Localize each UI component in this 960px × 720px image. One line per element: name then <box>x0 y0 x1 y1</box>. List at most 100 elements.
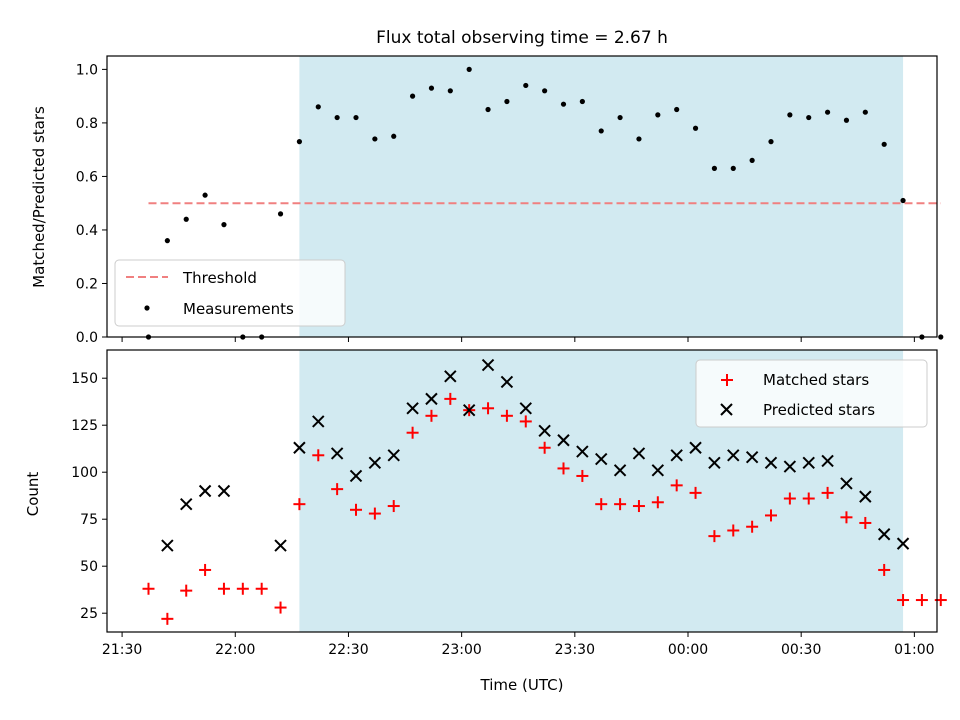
matched-stars-point <box>576 469 589 482</box>
predicted-stars-point <box>217 484 231 498</box>
bottom-x-axis: 21:30 22:00 22:30 23:00 23:30 00:00 00:30 01:00 <box>102 632 935 658</box>
measurement-point <box>636 136 642 142</box>
measurement-point <box>598 128 604 134</box>
predicted-stars-point <box>689 441 702 454</box>
measurement-point <box>674 106 680 113</box>
top-panel: Flux total observing time = 2.67 h 0.00.… <box>30 28 944 346</box>
bottom-plot-frame <box>106 349 938 633</box>
predicted-stars-point <box>161 539 174 552</box>
matched-stars-point <box>859 516 872 529</box>
matched-stars-point <box>878 563 891 576</box>
measurement-point <box>183 216 189 222</box>
predicted-stars-point <box>670 449 683 462</box>
predicted-stars-point <box>387 449 400 462</box>
measurement-point <box>202 192 208 198</box>
y-tick-label: 0.2 <box>76 276 98 292</box>
y-tick-label: 125 <box>71 418 98 434</box>
matched-stars-point <box>274 601 287 614</box>
predicted-stars-point <box>896 537 910 550</box>
matched-stars-point <box>670 479 683 492</box>
measurement-point <box>881 141 887 147</box>
top-y-axis: 0.0 0.2 0.4 0.6 0.8 1.0 <box>76 62 107 346</box>
matched-stars-point <box>142 582 155 595</box>
legend-predicted-label: Predicted stars <box>763 401 875 419</box>
measurement-point <box>504 98 510 105</box>
matched-stars-point <box>444 392 457 405</box>
matched-stars-point <box>632 500 645 513</box>
measurement-point <box>749 157 755 163</box>
predicted-stars-point <box>651 464 665 477</box>
matched-stars-point <box>519 415 532 428</box>
predicted-stars-point <box>274 539 287 552</box>
top-legend: Threshold Measurements <box>114 259 346 327</box>
predicted-stars-point <box>708 456 721 470</box>
measurement-point <box>315 104 321 110</box>
matched-stars-point <box>708 530 721 543</box>
predicted-stars-point <box>462 403 476 417</box>
matched-stars-point <box>236 582 249 595</box>
predicted-stars-point <box>519 402 532 415</box>
measurement-point <box>768 139 774 145</box>
top-x-axis <box>121 337 915 342</box>
bottom-x-axis-label: Time (UTC) <box>480 676 564 694</box>
matched-stars-point <box>802 492 815 505</box>
predicted-stars-point <box>349 469 363 483</box>
predicted-stars-point <box>198 484 212 498</box>
legend-measurements-swatch <box>144 305 150 311</box>
matched-stars-point <box>595 498 608 511</box>
predicted-stars-point <box>576 445 589 458</box>
x-tick-label: 01:00 <box>894 642 934 658</box>
measurement-point <box>938 334 944 340</box>
legend-threshold-label: Threshold <box>182 269 257 287</box>
measurement-point <box>353 114 359 121</box>
measurement-point <box>523 82 529 89</box>
predicted-stars-point <box>595 452 608 466</box>
measurement-point <box>692 125 699 131</box>
measurement-point <box>277 211 284 217</box>
matched-stars-point <box>217 582 230 595</box>
predicted-stars-point <box>406 402 419 415</box>
measurement-point <box>485 106 491 113</box>
matched-stars-point <box>689 486 702 499</box>
matched-stars-point <box>387 500 400 513</box>
measurement-point <box>296 139 303 145</box>
matched-stars-point <box>727 524 740 537</box>
matched-stars-point <box>557 462 570 475</box>
top-legend-box <box>114 259 346 327</box>
x-tick-label: 23:00 <box>441 642 481 658</box>
predicted-stars-point <box>180 497 193 511</box>
matched-stars-point <box>500 409 513 422</box>
matched-stars-point <box>783 492 796 505</box>
y-tick-label: 0.6 <box>76 169 98 185</box>
predicted-stars-point <box>425 392 438 406</box>
matched-stars-point <box>482 402 495 415</box>
bottom-y-axis: 25 50 75 100 125 150 <box>71 371 107 622</box>
predicted-stars-point <box>859 490 872 503</box>
measurement-point <box>824 109 831 115</box>
predicted-stars-point <box>783 460 797 473</box>
measurement-point <box>428 85 435 91</box>
measurement-point <box>334 114 340 121</box>
matched-stars-point <box>840 511 853 524</box>
legend-matched-swatch <box>721 374 733 386</box>
matched-stars-point <box>368 507 381 520</box>
matched-stars-point <box>180 584 193 597</box>
y-tick-label: 0.0 <box>76 330 98 346</box>
y-tick-label: 150 <box>71 371 98 387</box>
matched-stars-point <box>614 498 627 511</box>
matched-stars-point <box>312 449 325 462</box>
x-tick-label: 00:30 <box>781 642 821 658</box>
measurement-point <box>447 88 453 94</box>
legend-measurements-label: Measurements <box>183 300 294 318</box>
measurement-point <box>655 112 661 118</box>
x-tick-label: 21:30 <box>102 642 142 658</box>
measurement-point <box>164 238 170 244</box>
measurement-point <box>560 101 567 107</box>
top-plot-frame <box>106 55 938 338</box>
matched-stars-point <box>651 496 664 509</box>
predicted-stars-point <box>538 424 551 438</box>
measurement-point <box>862 109 868 115</box>
top-plot-marks <box>145 66 944 340</box>
matched-stars-point <box>538 441 551 454</box>
x-tick-label: 23:30 <box>555 642 595 658</box>
